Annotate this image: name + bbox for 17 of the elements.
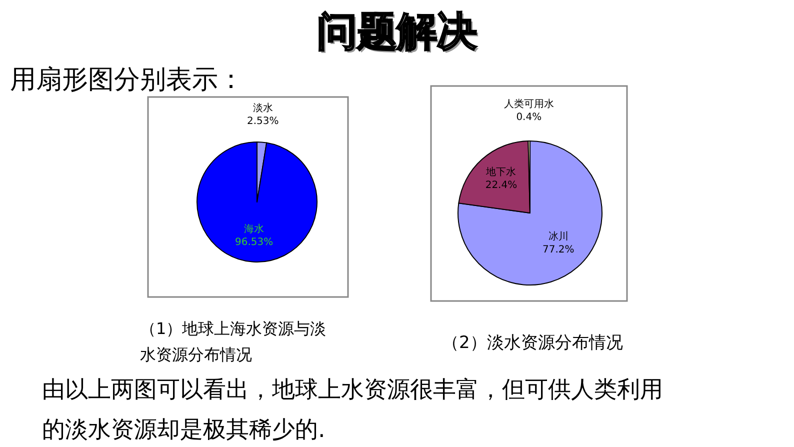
data-label: 77.2% <box>542 244 574 256</box>
chart-title: 问题解决 <box>316 8 478 57</box>
chart-subtitle: 用扇形图分别表示： <box>10 64 244 97</box>
data-label: 22.4% <box>485 180 518 191</box>
text: （2）淡水资源分布情况 <box>442 332 624 355</box>
pie-slice <box>196 142 318 262</box>
slice-label: 地下水 <box>485 166 516 178</box>
data-label: 2.53% <box>246 116 279 128</box>
slice-label: 人类可用水 <box>504 98 554 110</box>
data-label: 96.53% <box>235 236 274 248</box>
slice-label: 冰川 <box>548 230 568 243</box>
text: 由以上两图可以看出，地球上水资源很丰富，但可供人类利用的淡水资源却是极其稀少的. <box>42 376 664 445</box>
data-label: 0.4% <box>516 112 542 124</box>
text: （1）地球上海水资源与淡水资源分布情况 <box>140 318 328 366</box>
pie-slice <box>458 140 602 286</box>
slice-label: 淡水 <box>252 102 273 114</box>
slice-label: 海水 <box>244 222 264 235</box>
